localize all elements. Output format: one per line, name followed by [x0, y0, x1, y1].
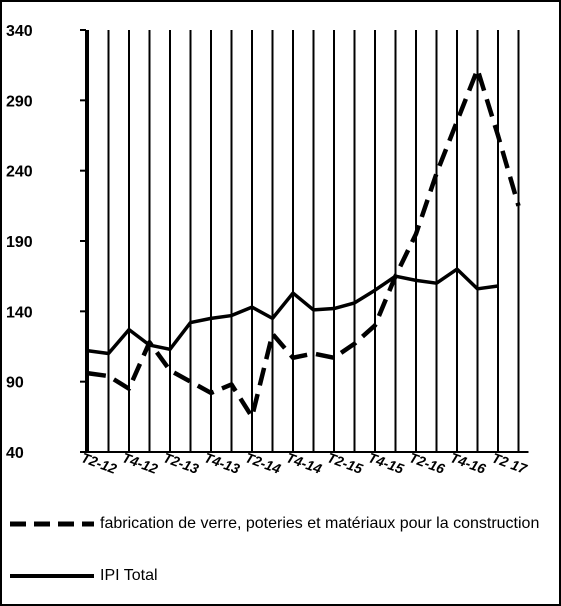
- x-tick-label: T4-12: [120, 449, 160, 477]
- x-tick-label: T2 17: [490, 450, 530, 478]
- series-line: [87, 267, 499, 356]
- y-tick-label: 190: [6, 234, 33, 251]
- x-tick-label: T4-16: [448, 449, 488, 477]
- y-tick-label: 90: [6, 375, 24, 392]
- y-tick-label: 290: [6, 93, 33, 110]
- x-tick-label: T4-13: [202, 449, 242, 477]
- legend-label: fabrication de verre, poteries et matéri…: [100, 515, 540, 532]
- series-line: [87, 67, 521, 420]
- y-tick-label: 40: [6, 445, 24, 462]
- legend-label: IPI Total: [100, 567, 158, 584]
- y-tick-label: 140: [6, 304, 33, 321]
- x-tick-label: T2-14: [243, 449, 283, 477]
- y-tick-label: 340: [6, 23, 33, 40]
- x-tick-label: T2-15: [325, 449, 365, 477]
- x-tick-label: T4-14: [284, 449, 324, 477]
- x-tick-label: T4-15: [366, 449, 406, 477]
- x-tick-label: T2-12: [79, 449, 119, 477]
- x-tick-label: T2-16: [407, 449, 447, 477]
- y-tick-label: 240: [6, 164, 33, 181]
- x-tick-label: T2-13: [161, 449, 201, 477]
